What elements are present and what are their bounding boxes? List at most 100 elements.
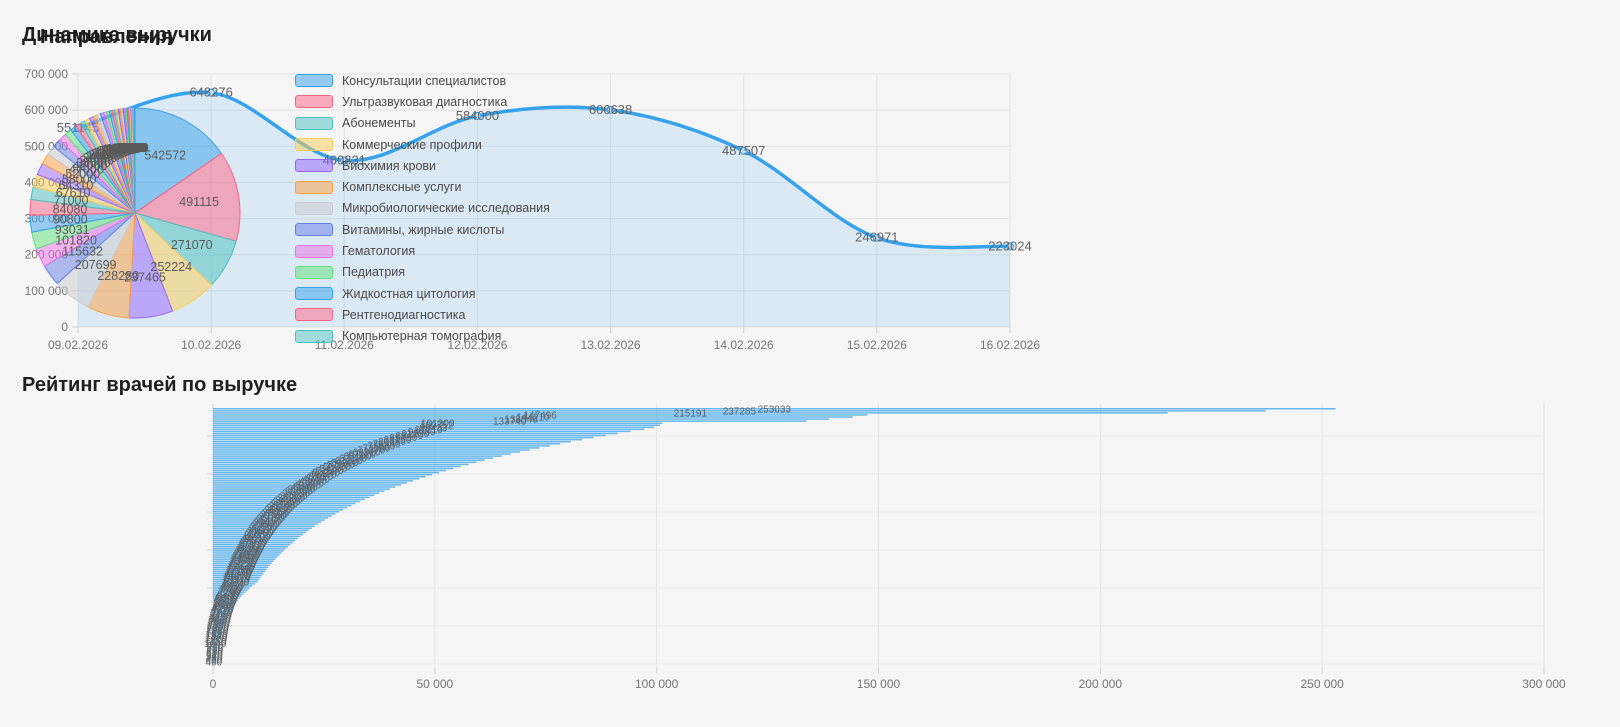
legend-swatch-icon (295, 180, 333, 194)
svg-text:11700: 11700 (225, 567, 253, 578)
svg-text:23100: 23100 (91, 147, 126, 161)
svg-text:100752: 100752 (420, 421, 454, 432)
svg-text:491115: 491115 (179, 195, 219, 209)
legend-swatch-icon (295, 308, 333, 322)
svg-text:65100: 65100 (344, 452, 372, 463)
svg-text:10030: 10030 (221, 577, 249, 588)
svg-text:1850: 1850 (206, 627, 229, 638)
svg-text:5610: 5610 (214, 596, 237, 607)
legend-label: Витамины, жирные кислоты (342, 222, 505, 237)
svg-text:3200: 3200 (120, 141, 148, 155)
svg-text:760: 760 (206, 645, 223, 656)
svg-text:09.02.2026: 09.02.2026 (48, 338, 108, 352)
svg-text:52000: 52000 (65, 167, 100, 181)
svg-text:133740: 133740 (493, 417, 527, 428)
svg-text:52530: 52530 (316, 466, 344, 477)
svg-text:1270: 1270 (205, 635, 228, 646)
legend-item[interactable]: Витамины, жирные кислоты (295, 219, 550, 240)
legend-item[interactable]: Коммерческие профили (295, 134, 550, 155)
svg-text:93031: 93031 (55, 223, 90, 237)
svg-text:25170: 25170 (255, 515, 283, 526)
svg-text:6830: 6830 (217, 590, 240, 601)
svg-text:1690: 1690 (206, 629, 229, 640)
legend-item[interactable]: Микробиологические исследования (295, 198, 550, 219)
svg-text:35260: 35260 (277, 493, 305, 504)
svg-text:223024: 223024 (988, 238, 1031, 253)
svg-text:15000: 15000 (101, 143, 136, 157)
legend-item[interactable]: Педиатрия (295, 262, 550, 283)
svg-text:29340: 29340 (264, 505, 292, 516)
svg-text:91230: 91230 (401, 429, 429, 440)
legend-item[interactable]: Жидкостная цитология (295, 283, 550, 304)
legend-swatch-icon (295, 116, 333, 130)
svg-text:5990: 5990 (215, 594, 238, 605)
legend-label: Консультации специалистов (342, 73, 507, 88)
svg-text:1040: 1040 (204, 639, 227, 650)
svg-text:22960: 22960 (250, 522, 278, 533)
svg-text:460831: 460831 (323, 152, 366, 167)
svg-text:17970: 17970 (239, 538, 267, 549)
svg-text:42000: 42000 (73, 159, 108, 173)
legend-item[interactable]: Компьютерная томография (295, 326, 550, 347)
legend-item[interactable]: Ультразвуковая диагностика (295, 91, 550, 112)
svg-text:14500: 14500 (231, 553, 259, 564)
legend-item[interactable]: Абонементы (295, 113, 550, 134)
svg-text:3740: 3740 (210, 608, 233, 619)
svg-text:21600: 21600 (247, 526, 275, 537)
legend-label: Ультразвуковая диагностика (342, 94, 508, 109)
svg-text:99433: 99433 (420, 423, 448, 434)
svg-text:94080: 94080 (408, 427, 436, 438)
legend-label: Микробиологические исследования (342, 201, 550, 216)
svg-text:1150: 1150 (205, 637, 227, 648)
svg-text:0: 0 (210, 677, 217, 691)
svg-text:36360: 36360 (280, 491, 308, 502)
svg-text:147496: 147496 (524, 410, 558, 421)
svg-text:67120: 67120 (348, 450, 376, 461)
svg-text:17900: 17900 (97, 144, 132, 158)
svg-text:33160: 33160 (273, 497, 301, 508)
legend-swatch-icon (295, 244, 333, 258)
svg-text:43700: 43700 (296, 478, 324, 489)
legend-swatch-icon (295, 223, 333, 237)
directions-chart-title: Направления (40, 26, 173, 48)
directions-panel: Направления 542572 491115 271070 252224 2374… (0, 0, 570, 366)
legend-item[interactable]: Консультации специалистов (295, 70, 550, 91)
svg-text:101820: 101820 (55, 234, 97, 248)
svg-text:7290: 7290 (218, 588, 241, 599)
svg-text:12700: 12700 (104, 142, 139, 156)
legend-label: Рентгенодиагностика (342, 307, 466, 322)
svg-text:4910: 4910 (213, 600, 236, 611)
legend-item[interactable]: Гематология (295, 240, 550, 261)
svg-text:200 000: 200 000 (1079, 677, 1123, 691)
svg-text:16.02.2026: 16.02.2026 (980, 338, 1040, 352)
svg-text:540: 540 (206, 651, 223, 662)
svg-text:16900: 16900 (237, 542, 265, 553)
svg-text:600638: 600638 (589, 102, 632, 117)
doctors-bar-chart[interactable]: 0 50 000 100 000 150 000 200 000 250 000 300 0… (0, 396, 1620, 726)
svg-text:97210: 97210 (415, 425, 443, 436)
svg-text:88470: 88470 (395, 431, 423, 442)
svg-text:38000: 38000 (76, 156, 111, 170)
svg-text:34200: 34200 (275, 495, 303, 506)
svg-text:50940: 50940 (312, 468, 340, 479)
svg-text:207699: 207699 (75, 258, 117, 272)
svg-text:850: 850 (207, 643, 224, 654)
svg-text:83190: 83190 (384, 435, 412, 446)
svg-text:15.02.2026: 15.02.2026 (847, 338, 907, 352)
legend-item[interactable]: Комплексные услуги (295, 176, 550, 197)
legend-item[interactable]: Биохимия крови (295, 155, 550, 176)
svg-text:13.02.2026: 13.02.2026 (581, 338, 641, 352)
svg-text:3250: 3250 (209, 612, 232, 623)
svg-text:16400: 16400 (99, 144, 134, 158)
svg-text:26760: 26760 (258, 511, 286, 522)
svg-text:14950: 14950 (232, 551, 260, 562)
svg-text:34000: 34000 (79, 153, 114, 167)
svg-text:2200: 2200 (207, 623, 230, 634)
svg-text:57590: 57590 (327, 460, 355, 471)
legend-item[interactable]: Рентгенодиагностика (295, 304, 550, 325)
svg-text:584000: 584000 (456, 108, 499, 123)
svg-text:28450: 28450 (262, 507, 290, 518)
svg-text:14060: 14060 (230, 555, 258, 566)
svg-text:80680: 80680 (378, 437, 406, 448)
directions-pie-chart[interactable]: 542572 491115 271070 2522242374652282802076… (18, 96, 252, 330)
